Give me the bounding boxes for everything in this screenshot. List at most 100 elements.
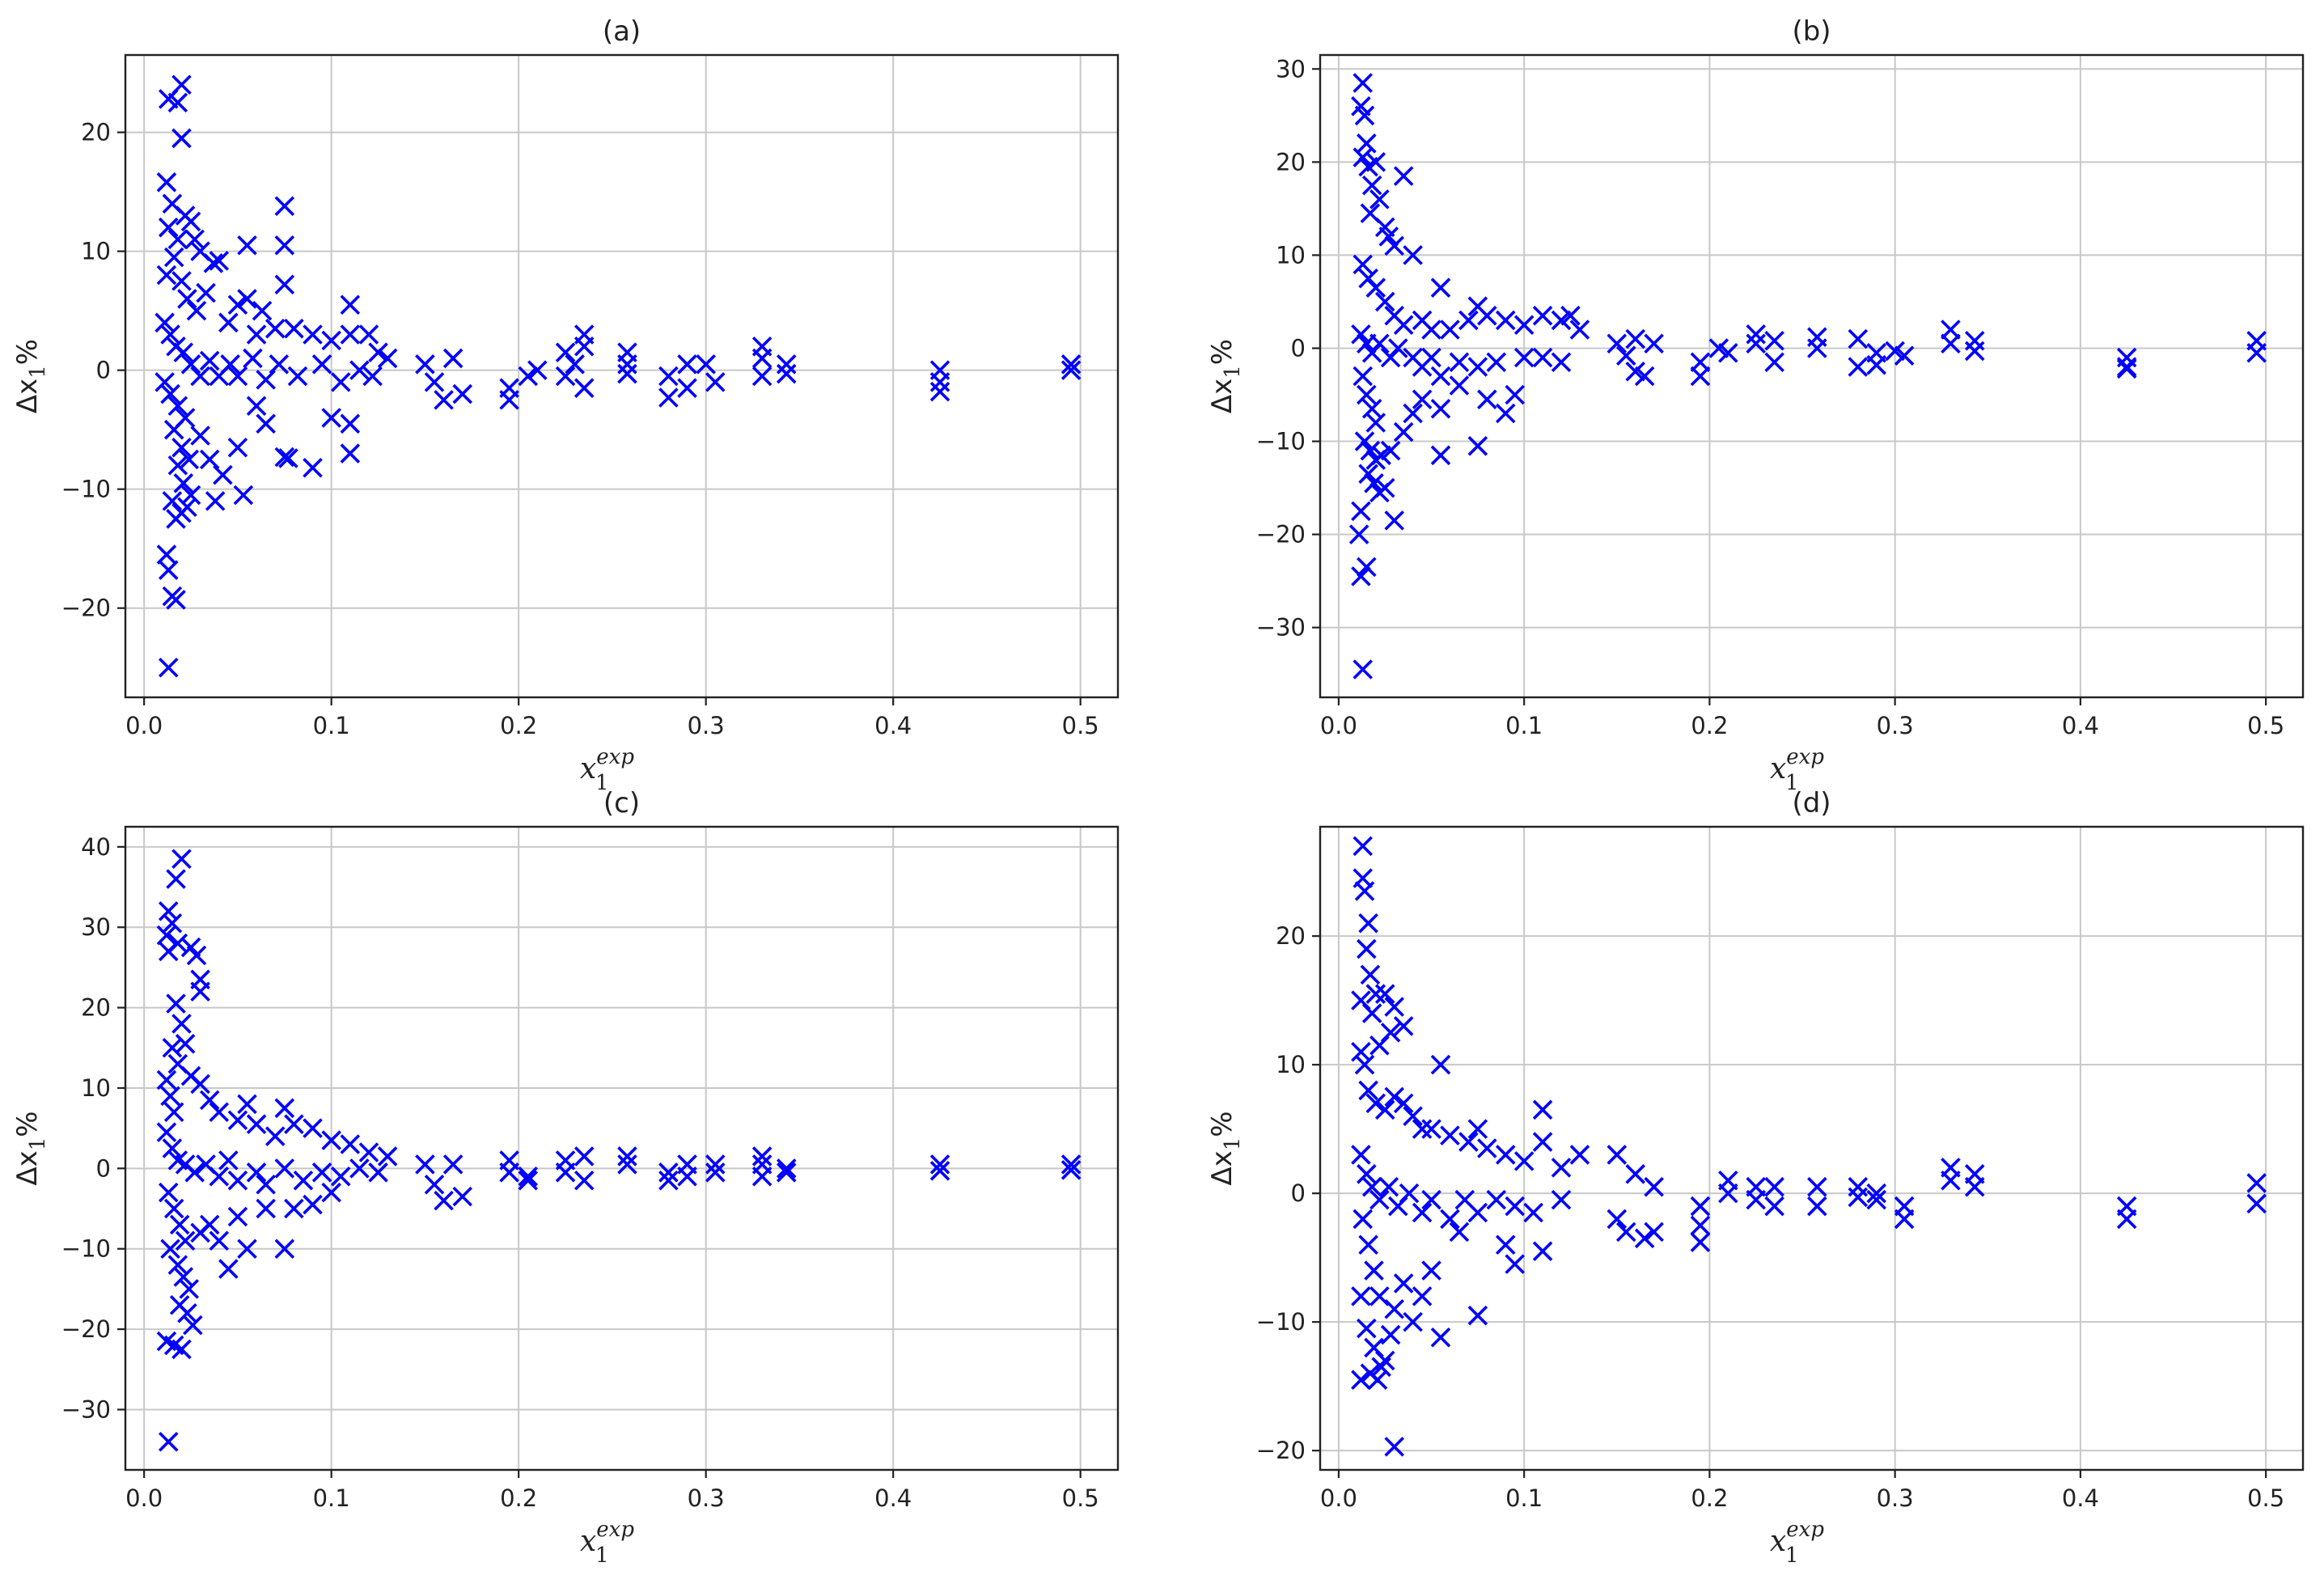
data-point [1374, 1350, 1395, 1371]
x-tick-label: 0.4 [2062, 1484, 2099, 1512]
data-point [1393, 1016, 1414, 1036]
x-axis-label-base: x [1770, 752, 1786, 786]
data-point [1384, 235, 1404, 256]
data-point [1380, 440, 1401, 461]
data-point [929, 372, 950, 392]
data-point [227, 1170, 248, 1191]
data-point [167, 229, 188, 250]
data-point [177, 1302, 197, 1323]
data-point [179, 1279, 199, 1299]
x-tick-label: 0.2 [1691, 1484, 1728, 1512]
data-point [156, 1122, 177, 1142]
data-point [499, 390, 519, 410]
data-point [658, 387, 679, 408]
data-point [274, 274, 295, 295]
data-point [1505, 1254, 1525, 1274]
data-point [1644, 1222, 1664, 1243]
data-point [1941, 333, 1961, 354]
y-axis-label-suffix: % [1206, 339, 1238, 365]
data-point [171, 1014, 192, 1034]
data-point [1467, 436, 1488, 456]
x-axis-label-sub: 1 [1785, 771, 1799, 795]
data-point [1615, 345, 1636, 366]
x-tick-label: 0.0 [1320, 712, 1357, 739]
data-point [1866, 1189, 1887, 1210]
data-point [1569, 1145, 1590, 1165]
data-point [162, 1038, 183, 1058]
data-point [196, 282, 216, 303]
x-axis-label-sup: exp [596, 1518, 634, 1542]
data-point [1644, 333, 1664, 354]
data-point [167, 92, 188, 113]
data-point [171, 74, 192, 95]
data-point [183, 1315, 203, 1336]
data-point [1941, 320, 1961, 340]
data-point [269, 354, 290, 375]
data-point [284, 318, 304, 339]
data-point [246, 324, 267, 345]
data-point [1764, 1176, 1784, 1197]
plot-frame [1319, 825, 2305, 1471]
data-point [677, 1167, 697, 1187]
y-axis-label-suffix: % [1206, 1111, 1238, 1137]
data-point [1634, 366, 1655, 387]
data-point [705, 372, 726, 392]
data-point [158, 941, 179, 962]
data-point [1403, 403, 1423, 424]
data-point [274, 1239, 295, 1259]
data-point [284, 1114, 304, 1134]
data-point [173, 473, 194, 493]
scatter-series [156, 849, 1082, 1452]
data-point [1365, 152, 1386, 172]
data-point [1367, 1370, 1388, 1390]
data-point [330, 372, 351, 392]
grid [1320, 827, 2303, 1470]
data-point [1365, 1093, 1386, 1114]
data-point [1361, 1176, 1382, 1197]
data-point [1354, 881, 1375, 901]
data-point [1941, 1170, 1961, 1191]
data-point [311, 354, 332, 375]
data-point [162, 1138, 183, 1158]
data-point [256, 370, 276, 390]
x-tick-label: 0.1 [313, 712, 350, 739]
data-point [1606, 333, 1628, 354]
data-point [180, 211, 201, 232]
x-tick-label: 0.4 [874, 712, 912, 739]
x-tick-label: 0.3 [1877, 1484, 1914, 1512]
data-point [1060, 354, 1082, 375]
data-point [358, 1142, 379, 1162]
data-point [518, 366, 539, 387]
data-point [1388, 338, 1408, 358]
data-point [274, 1158, 295, 1179]
data-point [1421, 1119, 1441, 1139]
data-point [256, 1198, 276, 1219]
data-point [1477, 389, 1497, 410]
scatter-series [155, 74, 1082, 678]
data-point [1374, 1099, 1395, 1120]
data-point [1374, 477, 1395, 498]
data-point [199, 449, 220, 470]
data-point [321, 1130, 341, 1150]
x-tick-label: 0.4 [2062, 712, 2099, 739]
data-point [434, 1190, 454, 1211]
data-point [303, 457, 323, 478]
data-point [179, 449, 199, 470]
data-point [303, 1194, 323, 1215]
data-point [696, 354, 716, 375]
x-tick-label: 0.3 [688, 1484, 725, 1512]
data-point [1358, 1234, 1378, 1256]
y-tick-label: −20 [61, 595, 111, 622]
scatter-series [1351, 836, 2267, 1457]
data-point [340, 324, 361, 345]
data-point [190, 426, 210, 446]
data-point [274, 196, 295, 217]
y-axis-label: Δx1% [1206, 1111, 1245, 1185]
y-tick-label: 30 [1276, 55, 1306, 83]
data-point [1523, 1202, 1543, 1223]
data-point [237, 235, 257, 256]
y-axis-label-base: Δx [11, 379, 44, 413]
panel-title: (c) [603, 787, 640, 819]
data-point [1625, 1164, 1645, 1184]
data-point [1467, 1202, 1488, 1223]
